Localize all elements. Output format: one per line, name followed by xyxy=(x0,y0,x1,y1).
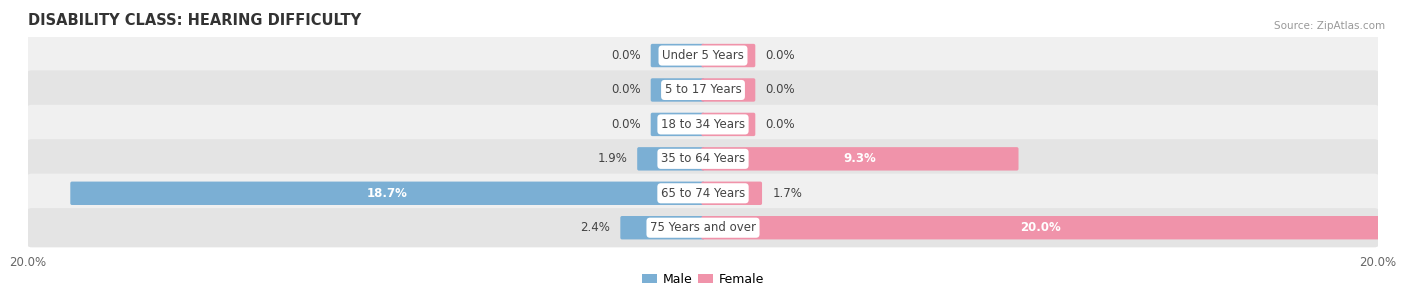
Text: 1.9%: 1.9% xyxy=(598,152,627,165)
Text: Source: ZipAtlas.com: Source: ZipAtlas.com xyxy=(1274,21,1385,31)
Text: 0.0%: 0.0% xyxy=(612,118,641,131)
Text: 18.7%: 18.7% xyxy=(367,187,408,200)
Text: 20.0%: 20.0% xyxy=(1021,221,1060,234)
FancyBboxPatch shape xyxy=(702,216,1379,239)
FancyBboxPatch shape xyxy=(27,105,1379,144)
FancyBboxPatch shape xyxy=(702,44,755,67)
FancyBboxPatch shape xyxy=(27,139,1379,178)
FancyBboxPatch shape xyxy=(620,216,704,239)
FancyBboxPatch shape xyxy=(702,147,1018,170)
Text: 35 to 64 Years: 35 to 64 Years xyxy=(661,152,745,165)
Text: 0.0%: 0.0% xyxy=(612,49,641,62)
Text: 0.0%: 0.0% xyxy=(765,84,794,96)
FancyBboxPatch shape xyxy=(702,181,762,205)
Text: 9.3%: 9.3% xyxy=(844,152,876,165)
FancyBboxPatch shape xyxy=(27,208,1379,247)
Text: Under 5 Years: Under 5 Years xyxy=(662,49,744,62)
Text: DISABILITY CLASS: HEARING DIFFICULTY: DISABILITY CLASS: HEARING DIFFICULTY xyxy=(28,13,361,28)
Text: 5 to 17 Years: 5 to 17 Years xyxy=(665,84,741,96)
FancyBboxPatch shape xyxy=(651,44,704,67)
FancyBboxPatch shape xyxy=(702,113,755,136)
FancyBboxPatch shape xyxy=(27,174,1379,213)
Text: 75 Years and over: 75 Years and over xyxy=(650,221,756,234)
FancyBboxPatch shape xyxy=(702,78,755,102)
FancyBboxPatch shape xyxy=(70,181,704,205)
Text: 18 to 34 Years: 18 to 34 Years xyxy=(661,118,745,131)
FancyBboxPatch shape xyxy=(27,36,1379,75)
Text: 0.0%: 0.0% xyxy=(765,118,794,131)
Text: 2.4%: 2.4% xyxy=(581,221,610,234)
FancyBboxPatch shape xyxy=(27,70,1379,109)
Text: 65 to 74 Years: 65 to 74 Years xyxy=(661,187,745,200)
FancyBboxPatch shape xyxy=(637,147,704,170)
Legend: Male, Female: Male, Female xyxy=(637,268,769,291)
Text: 0.0%: 0.0% xyxy=(765,49,794,62)
FancyBboxPatch shape xyxy=(651,78,704,102)
FancyBboxPatch shape xyxy=(651,113,704,136)
Text: 0.0%: 0.0% xyxy=(612,84,641,96)
Text: 1.7%: 1.7% xyxy=(772,187,801,200)
